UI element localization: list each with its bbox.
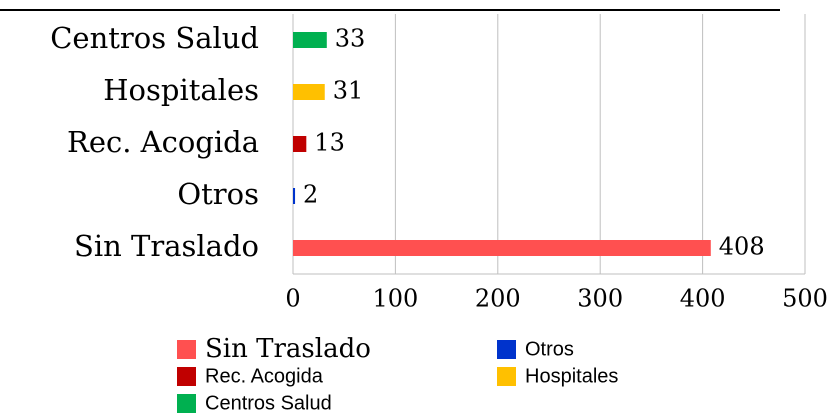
legend-label: Hospitales [525,365,618,387]
legend-label: Sin Traslado [205,334,371,364]
data-label: 31 [333,77,364,105]
bar [293,188,296,204]
legend-swatch [177,340,196,359]
bar [293,32,327,48]
legend-label: Otros [525,338,574,360]
x-tick-label: 300 [577,285,623,313]
data-label: 2 [303,181,318,209]
y-tick-label: Sin Traslado [74,229,259,263]
x-tick-label: 200 [475,285,521,313]
data-label: 13 [314,129,345,157]
legend-swatch [497,367,516,386]
legend-swatch [177,367,196,386]
legend-label: Rec. Acogida [205,365,324,387]
legend-swatch [497,340,516,359]
y-tick-label: Otros [177,177,259,211]
x-tick-label: 0 [285,285,300,313]
y-tick-label: Hospitales [103,73,259,107]
x-tick-label: 100 [372,285,418,313]
x-tick-label: 500 [782,285,828,313]
y-tick-label: Rec. Acogida [67,125,259,159]
data-label: 33 [335,25,366,53]
x-tick-label: 400 [680,285,726,313]
legend-label: Centros Salud [205,392,332,414]
y-tick-label: Centros Salud [50,21,259,55]
data-label: 408 [719,233,765,261]
legend-swatch [177,394,196,413]
bar [293,84,325,100]
bar [293,240,711,256]
bar [293,136,307,152]
